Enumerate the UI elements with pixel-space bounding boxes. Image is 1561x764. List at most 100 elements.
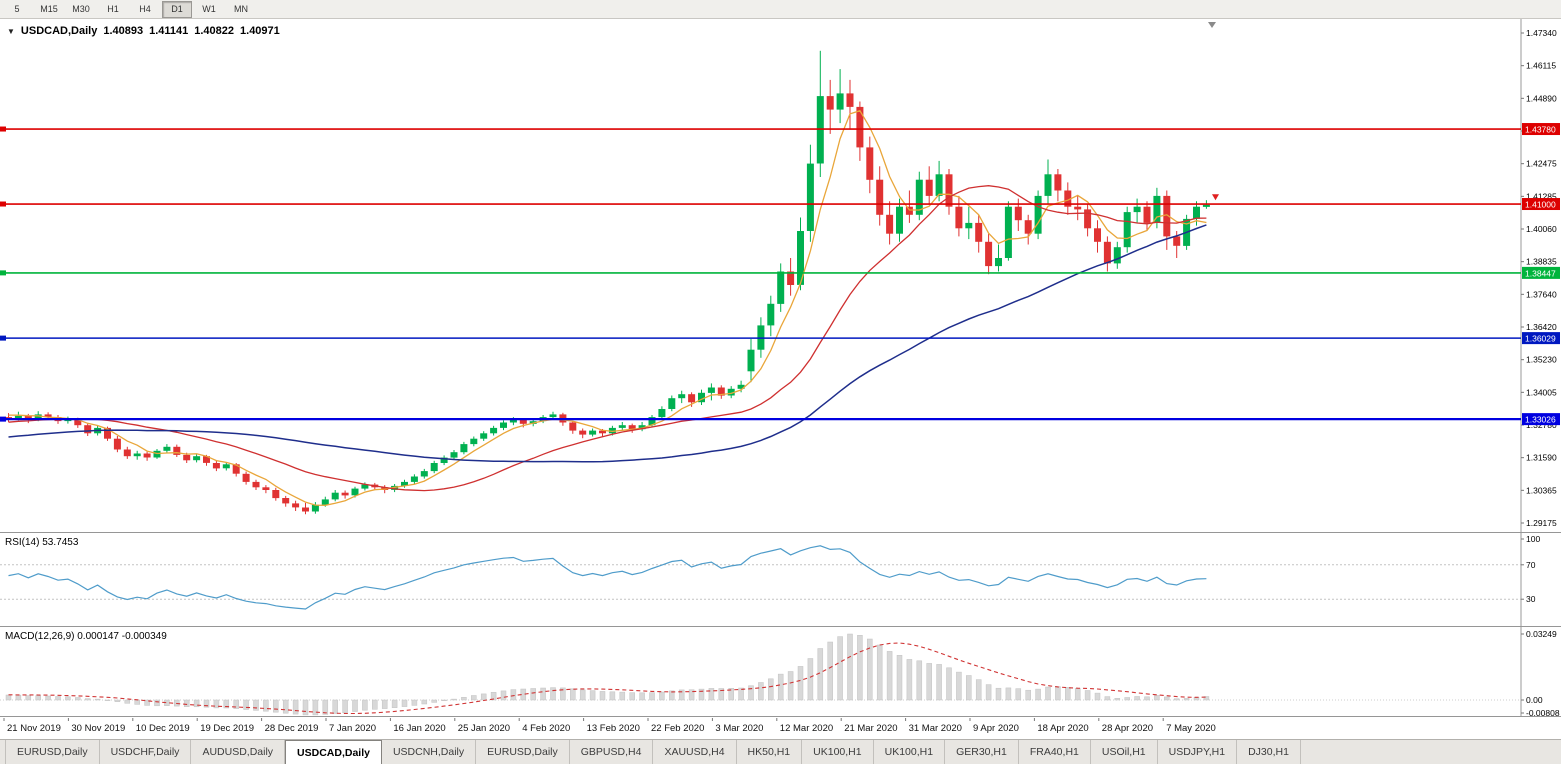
price-axis-tick: 1.42475 (1526, 159, 1557, 169)
candle-up (806, 144, 814, 242)
candle-down (292, 500, 300, 511)
candle-down (1094, 220, 1101, 253)
candle-up (589, 428, 597, 437)
chart-ohlc-header: ▼ USDCAD,Daily 1.40893 1.41141 1.40822 1… (7, 25, 280, 37)
rsi-canvas[interactable]: 100 70 30 (0, 533, 1561, 626)
price-chart-pane[interactable]: 1.473401.461151.448901.436651.424751.412… (0, 19, 1561, 532)
chart-tab-UK100,H1[interactable]: UK100,H1 (873, 740, 946, 764)
timeframe-button-H4[interactable]: H4 (139, 4, 151, 14)
chart-symbol-label: USDCAD,Daily (20, 25, 98, 37)
chart-tab-USOil,H1[interactable]: USOil,H1 (1090, 740, 1158, 764)
price-axis-tick: 1.47340 (1526, 28, 1557, 38)
chart-tab-EURUSD,Daily[interactable]: EURUSD,Daily (5, 740, 100, 764)
candle-up (836, 69, 844, 124)
candle-down (826, 79, 834, 134)
hline-left-marker (0, 126, 6, 132)
hline-1.43780[interactable]: 1.43780 (0, 123, 1560, 136)
timeframe-button-H1[interactable]: H1 (107, 4, 119, 14)
price-axis-tick: 1.46115 (1526, 61, 1556, 71)
price-axis-tick: 1.35230 (1526, 355, 1557, 365)
timeframe-button-W1[interactable]: W1 (202, 4, 216, 14)
time-axis-canvas[interactable]: 21 Nov 2019 30 Nov 2019 10 Dec 2019 19 Dec … (0, 717, 1561, 739)
hline-1.41000[interactable]: 1.41000 (0, 198, 1560, 211)
chart-tab-EURUSD,Daily[interactable]: EURUSD,Daily (476, 740, 570, 764)
ma-overlay-50 (8, 224, 1207, 463)
rsi-axis-tick: 100 (1526, 534, 1540, 544)
macd-axis-tick: 0.03249 (1526, 629, 1557, 639)
candle-up (747, 338, 755, 383)
candle-up (460, 441, 468, 455)
symbol-dropdown-icon[interactable]: ▼ (7, 26, 15, 36)
time-axis[interactable]: 21 Nov 2019 30 Nov 2019 10 Dec 2019 19 Dec … (0, 716, 1561, 739)
chart-tab-USDCHF,Daily[interactable]: USDCHF,Daily (99, 740, 192, 764)
date-axis-label: 10 Dec 2019 (136, 723, 190, 734)
chart-tab-GER30,H1[interactable]: GER30,H1 (945, 740, 1019, 764)
rsi-indicator-pane[interactable]: 100 70 30 RSI(14) 53.7453 (0, 532, 1561, 626)
ohlc-close: 1.40971 (240, 25, 280, 37)
candle-down (1074, 195, 1082, 221)
candle-up (638, 422, 646, 432)
timeframe-button-M15[interactable]: M15 (40, 4, 58, 14)
macd-canvas[interactable]: 0.03249 0.00 -0.00808 (0, 627, 1561, 716)
candle-up (331, 490, 339, 502)
candle-down (905, 190, 913, 223)
candle-up (490, 425, 498, 436)
candle-up (163, 444, 171, 453)
hline-1.36029[interactable]: 1.36029 (0, 332, 1560, 345)
chart-tab-FRA40,H1[interactable]: FRA40,H1 (1018, 740, 1091, 764)
candle-up (965, 206, 973, 240)
hline-price-tag (1522, 266, 1560, 279)
chart-tab-GBPUSD,H4[interactable]: GBPUSD,H4 (569, 740, 654, 764)
candle-up (727, 386, 735, 399)
date-axis-label: 13 Feb 2020 (587, 723, 640, 734)
sell-arrow-icon (1212, 194, 1219, 201)
hline-1.33026[interactable]: 1.33026 (0, 413, 1560, 426)
timeframe-button-5[interactable]: 5 (14, 4, 20, 14)
timeframe-button-M30[interactable]: M30 (72, 4, 90, 14)
candle-up (995, 244, 1002, 272)
candle-up (668, 395, 676, 412)
hline-price-tag (1522, 332, 1560, 345)
candle-down (1084, 204, 1092, 237)
candle-down (876, 166, 884, 226)
chart-shift-marker-icon[interactable] (1208, 22, 1216, 28)
candle-up (500, 420, 507, 431)
date-axis-label: 7 Jan 2020 (329, 723, 376, 734)
chart-tab-USDCAD,Daily[interactable]: USDCAD,Daily (285, 740, 382, 764)
candle-up (1004, 201, 1012, 261)
macd-indicator-pane[interactable]: 0.03249 0.00 -0.00808 MACD(12,26,9) 0.0001… (0, 626, 1561, 716)
candle-up (222, 462, 230, 471)
timeframe-button-MN[interactable]: MN (234, 4, 248, 14)
candle-up (707, 383, 715, 401)
chart-tab-DJ30,H1[interactable]: DJ30,H1 (1237, 740, 1301, 764)
candle-up (896, 198, 903, 242)
hline-1.38447[interactable]: 1.38447 (0, 266, 1560, 279)
candle-up (133, 450, 141, 460)
candle-down (925, 166, 933, 204)
date-axis-label: 28 Apr 2020 (1102, 723, 1153, 734)
price-axis-tick: 1.31590 (1526, 453, 1557, 463)
chart-tab-HK50,H1[interactable]: HK50,H1 (736, 740, 803, 764)
candle-up (430, 460, 438, 474)
ohlc-high: 1.41141 (149, 25, 189, 37)
candle-down (252, 479, 260, 490)
ohlc-low: 1.40822 (194, 25, 235, 37)
candle-down (143, 451, 151, 461)
chart-tab-UK100,H1[interactable]: UK100,H1 (802, 740, 874, 764)
candle-down (173, 444, 181, 457)
candle-up (816, 50, 824, 177)
candle-down (975, 214, 983, 253)
candle-up (470, 436, 478, 447)
hline-price-tag (1522, 123, 1560, 136)
price-axis-tick: 1.29175 (1526, 518, 1557, 528)
candle-down (282, 495, 290, 507)
chart-tab-USDCNH,Daily[interactable]: USDCNH,Daily (381, 740, 477, 764)
candle-down (955, 195, 963, 237)
chart-tab-USDJPY,H1[interactable]: USDJPY,H1 (1157, 740, 1238, 764)
candle-up (777, 263, 785, 312)
price-chart-canvas[interactable]: 1.473401.461151.448901.436651.424751.412… (0, 19, 1561, 532)
chart-tab-AUDUSD,Daily[interactable]: AUDUSD,Daily (191, 740, 286, 764)
chart-tab-XAUUSD,H4[interactable]: XAUUSD,H4 (653, 740, 737, 764)
timeframe-button-D1[interactable]: D1 (162, 0, 192, 18)
